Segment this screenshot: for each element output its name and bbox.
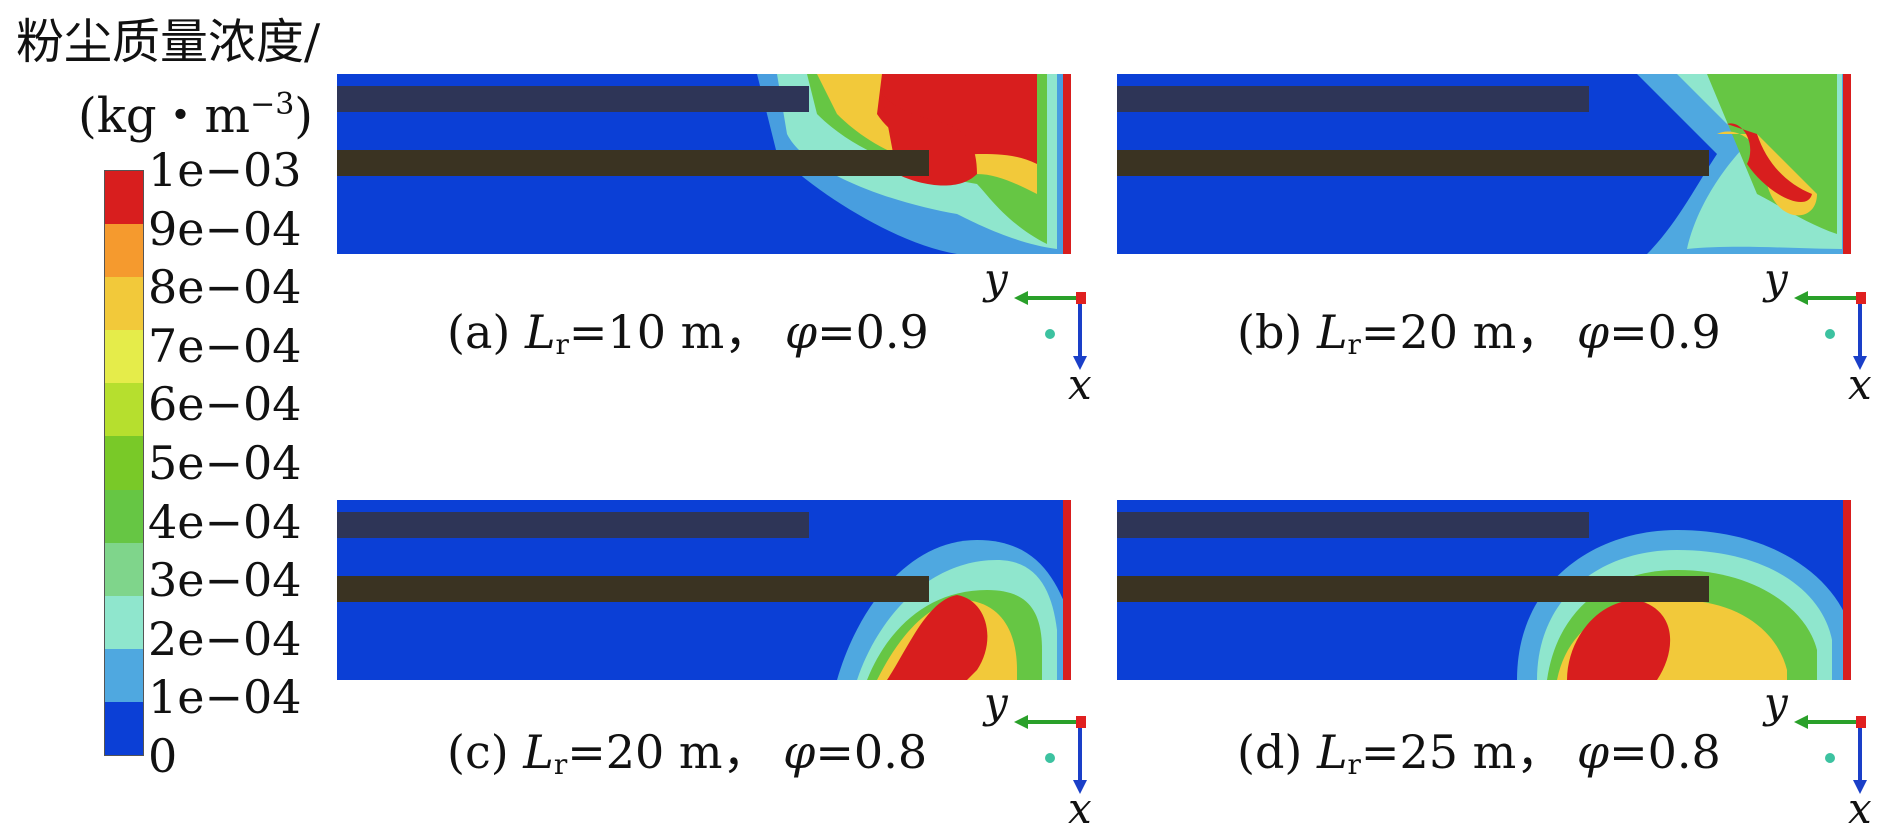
panel-b: (b) Lr=20 m， φ=0.9 [1117, 74, 1851, 361]
legend-unit-prefix: (kg・m [78, 88, 251, 144]
panel-b-phi-symbol: φ [1576, 305, 1610, 359]
axis-triad-graphic [1794, 291, 1867, 370]
colorbar-band [105, 542, 143, 596]
panel-b-L-sub: r [1347, 328, 1361, 361]
panel-a-label: (a) [447, 305, 511, 359]
colorbar-band [105, 330, 143, 384]
axis-triad-graphic [1014, 291, 1087, 370]
panel-d-L-value: =25 m， [1360, 725, 1563, 779]
colorbar-tick-label: 1e−04 [148, 670, 302, 725]
panel-c-label: (c) [447, 725, 509, 779]
axis-triad-graphic [1014, 715, 1087, 794]
colorbar-band [105, 436, 143, 490]
colorbar [104, 170, 144, 756]
panel-c-L-value: =20 m， [567, 725, 769, 779]
panel-d-phi-value: =0.8 [1609, 725, 1721, 779]
panel-d-phi-symbol: φ [1576, 725, 1610, 779]
colorbar-tick-label: 1e−03 [148, 143, 302, 197]
colorbar-band [105, 648, 143, 702]
axis-x-label: x [1068, 784, 1092, 833]
legend-unit: (kg・m−3) [78, 76, 313, 146]
panel-a-contour [337, 74, 1071, 254]
panel-d-L-symbol: L [1316, 725, 1348, 779]
panel-b-label: (b) [1237, 305, 1303, 359]
axis-triad-graphic [1794, 715, 1867, 794]
panel-c-L-symbol: L [523, 725, 554, 779]
panel-d-L-sub: r [1347, 748, 1361, 781]
colorbar-tick-label: 8e−04 [148, 260, 302, 315]
axis-y-label: y [984, 678, 1008, 727]
panel-d-contour [1117, 500, 1851, 680]
colorbar-legend: 粉尘质量浓度/ (kg・m−3) 1e−03 9e−04 8e−04 7e−04 6e−… [0, 0, 320, 837]
legend-unit-exponent: −3 [250, 87, 295, 122]
legend-title: 粉尘质量浓度/ [16, 14, 321, 70]
panel-b-L-symbol: L [1316, 305, 1348, 359]
colorbar-tick-label: 5e−04 [148, 436, 302, 490]
panel-b-L-value: =20 m， [1360, 305, 1563, 359]
colorbar-tick-label: 2e−04 [148, 611, 302, 666]
colorbar-tick-label: 6e−04 [148, 377, 302, 432]
panel-a-phi-value: =0.9 [817, 305, 929, 359]
colorbar-band [105, 171, 143, 225]
panel-c-contour [337, 500, 1071, 680]
panel-a: (a) Lr=10 m， φ=0.9 [337, 74, 1071, 361]
panel-a-L-sub: r [555, 328, 569, 361]
colorbar-band [105, 489, 143, 543]
panel-d-caption: (d) Lr=25 m， φ=0.8 [1237, 716, 1721, 782]
axis-y-label: y [984, 254, 1008, 303]
axis-y-label: y [1764, 254, 1788, 303]
panel-d-label: (d) [1237, 725, 1303, 779]
axis-x-label: x [1848, 784, 1872, 833]
panel-b-contour [1117, 74, 1851, 254]
panel-a-L-symbol: L [524, 305, 556, 359]
panel-b-phi-value: =0.9 [1609, 305, 1721, 359]
axis-x-label: x [1068, 360, 1092, 409]
panel-c-phi-value: =0.8 [815, 725, 928, 779]
panel-c-phi-symbol: φ [783, 725, 816, 779]
panel-a-caption: (a) Lr=10 m， φ=0.9 [447, 296, 929, 362]
panel-c: (c) Lr=20 m， φ=0.8 [337, 500, 1071, 781]
colorbar-tick-label: 7e−04 [148, 318, 302, 373]
colorbar-band [105, 701, 143, 756]
colorbar-tick-label: 0 [148, 729, 178, 783]
colorbar-tick-label: 9e−04 [148, 201, 302, 256]
colorbar-band [105, 383, 143, 437]
colorbar-band [105, 277, 143, 331]
colorbar-band [105, 595, 143, 649]
axis-y-label: y [1764, 678, 1788, 727]
panel-b-caption: (b) Lr=20 m， φ=0.9 [1237, 296, 1721, 362]
panel-c-L-sub: r [553, 748, 568, 781]
legend-unit-suffix: ) [294, 88, 314, 144]
panel-a-phi-symbol: φ [784, 305, 818, 359]
panel-d: (d) Lr=25 m， φ=0.8 [1117, 500, 1851, 781]
panel-c-caption: (c) Lr=20 m， φ=0.8 [447, 716, 927, 782]
axis-x-label: x [1848, 360, 1872, 409]
panel-a-L-value: =10 m， [568, 305, 771, 359]
colorbar-tick-label: 3e−04 [148, 553, 302, 608]
colorbar-tick-label: 4e−04 [148, 494, 302, 549]
colorbar-band [105, 224, 143, 278]
